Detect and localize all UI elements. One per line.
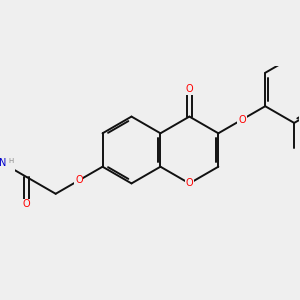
Text: H: H xyxy=(8,158,14,164)
Text: O: O xyxy=(186,178,193,188)
Text: O: O xyxy=(75,176,82,185)
Text: N: N xyxy=(0,158,7,168)
Text: O: O xyxy=(238,115,246,124)
Text: O: O xyxy=(186,84,193,94)
Text: O: O xyxy=(23,200,31,209)
